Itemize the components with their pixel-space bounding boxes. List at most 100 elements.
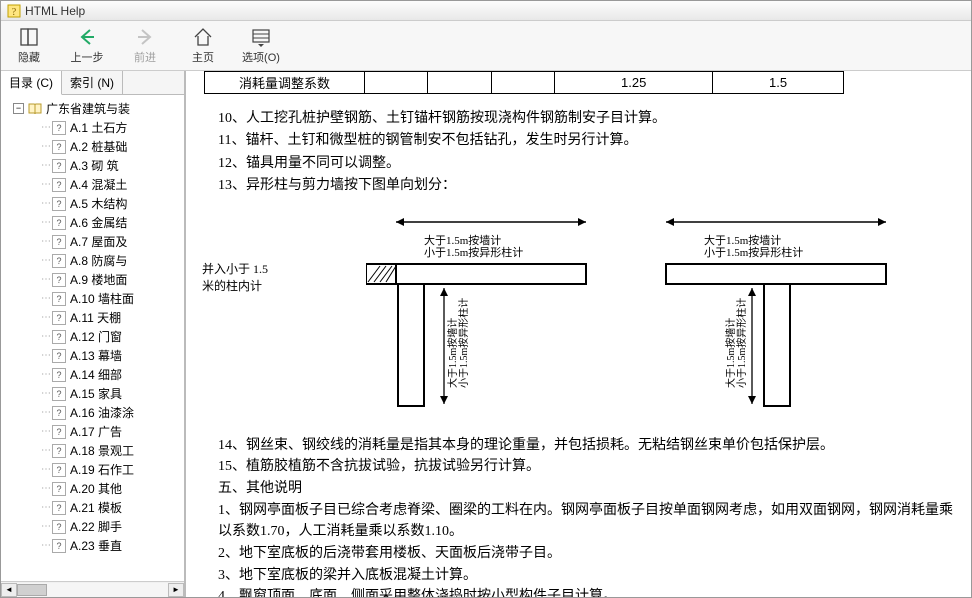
tree-item[interactable]: ⋯?A.17 广告: [41, 422, 182, 441]
tree-item-label: A.21 模板: [70, 499, 122, 516]
tree-item[interactable]: ⋯?A.4 混凝土: [41, 175, 182, 194]
tree-item[interactable]: ⋯?A.7 屋面及: [41, 232, 182, 251]
tree-item-label: A.18 景观工: [70, 442, 134, 459]
note-line: 12、锚具用量不同可以调整。: [218, 153, 961, 175]
page-icon: ?: [52, 501, 66, 515]
tree-root-label: 广东省建筑与装: [46, 100, 130, 117]
tree-item-label: A.10 墙柱面: [70, 290, 134, 307]
page-icon: ?: [52, 159, 66, 173]
notes-top: 10、人工挖孔桩护壁钢筋、土钉锚杆钢筋按现浇构件钢筋制安子目计算。 11、锚杆、…: [218, 108, 961, 198]
tree-item[interactable]: ⋯?A.5 木结构: [41, 194, 182, 213]
scroll-left-arrow[interactable]: ◄: [1, 583, 17, 597]
tree-item[interactable]: ⋯?A.3 砌 筑: [41, 156, 182, 175]
notes-bottom: 14、钢丝束、钢绞线的消耗量是指其本身的理论重量，并包括损耗。无粘结钢丝束单价包…: [218, 435, 961, 597]
note-line: 五、其他说明: [218, 478, 961, 500]
adjustment-table: 消耗量调整系数 1.25 1.5: [204, 71, 844, 94]
table-cell: [365, 72, 428, 94]
content-pane[interactable]: 消耗量调整系数 1.25 1.5 10、人工挖孔桩护壁钢筋、土钉锚杆钢筋按现浇构…: [186, 71, 971, 597]
tree-children: ⋯?A.1 土石方⋯?A.2 桩基础⋯?A.3 砌 筑⋯?A.4 混凝土⋯?A.…: [13, 118, 182, 555]
table-cell-label: 消耗量调整系数: [205, 72, 365, 94]
tree-item[interactable]: ⋯?A.6 金属结: [41, 213, 182, 232]
tree-item-label: A.1 土石方: [70, 119, 127, 136]
nav-hscrollbar[interactable]: ◄ ►: [1, 581, 184, 597]
tree-item[interactable]: ⋯?A.23 垂直: [41, 536, 182, 555]
tree-item[interactable]: ⋯?A.14 细部: [41, 365, 182, 384]
toolbar: 隐藏 上一步 前进 主页 选项(O): [1, 21, 971, 71]
tab-index[interactable]: 索引 (N): [62, 71, 123, 94]
tree-item[interactable]: ⋯?A.11 天棚: [41, 308, 182, 327]
table-cell: [428, 72, 491, 94]
diagram-row: 并入小于 1.5 米的柱内计 大于1.5m按墙计 小于1.5m按异形柱计: [196, 208, 961, 421]
options-label: 选项(O): [242, 49, 280, 65]
diag-side-l2: 小于1.5m按异形柱计: [457, 297, 470, 387]
tree-item-label: A.20 其他: [70, 480, 122, 497]
options-button[interactable]: 选项(O): [241, 26, 281, 65]
tree-item[interactable]: ⋯?A.18 景观工: [41, 441, 182, 460]
scroll-thumb[interactable]: [17, 584, 47, 596]
scroll-track[interactable]: [17, 583, 168, 597]
page-icon: ?: [52, 444, 66, 458]
page-icon: ?: [52, 406, 66, 420]
tree-root-item[interactable]: − 广东省建筑与装: [13, 99, 182, 118]
page-icon: ?: [52, 368, 66, 382]
tree-item-label: A.4 混凝土: [70, 176, 127, 193]
page-icon: ?: [52, 273, 66, 287]
tree-item-label: A.6 金属结: [70, 214, 127, 231]
tree-item[interactable]: ⋯?A.2 桩基础: [41, 137, 182, 156]
app-window: ? HTML Help 隐藏 上一步 前进 主页: [0, 0, 972, 598]
forward-button: 前进: [125, 26, 165, 65]
page-icon: ?: [52, 311, 66, 325]
tree-item[interactable]: ⋯?A.9 楼地面: [41, 270, 182, 289]
diag2-side-l1: 大于1.5m按墙计: [724, 317, 737, 387]
page-icon: ?: [52, 292, 66, 306]
tree-item[interactable]: ⋯?A.13 幕墙: [41, 346, 182, 365]
back-button[interactable]: 上一步: [67, 26, 107, 65]
diag2-top-l2: 小于1.5m按异形柱计: [704, 245, 803, 259]
back-icon: [76, 26, 98, 48]
tree-item[interactable]: ⋯?A.22 脚手: [41, 517, 182, 536]
page-icon: ?: [52, 387, 66, 401]
expander-icon[interactable]: −: [13, 103, 24, 114]
note-line: 14、钢丝束、钢绞线的消耗量是指其本身的理论重量，并包括损耗。无粘结钢丝束单价包…: [218, 435, 961, 457]
note-line: 3、地下室底板的梁并入底板混凝土计算。: [218, 565, 961, 587]
page-icon: ?: [52, 482, 66, 496]
tree-item[interactable]: ⋯?A.1 土石方: [41, 118, 182, 137]
hide-button[interactable]: 隐藏: [9, 26, 49, 65]
page-icon: ?: [52, 520, 66, 534]
forward-icon: [134, 26, 156, 48]
page-icon: ?: [52, 539, 66, 553]
tree-item[interactable]: ⋯?A.21 模板: [41, 498, 182, 517]
tree-item-label: A.19 石作工: [70, 461, 134, 478]
titlebar-text: HTML Help: [25, 4, 85, 18]
tree-item[interactable]: ⋯?A.15 家具: [41, 384, 182, 403]
tree-item[interactable]: ⋯?A.19 石作工: [41, 460, 182, 479]
diagram-t-shape: 大于1.5m按墙计 小于1.5m按异形柱计 大于1.5m按墙计 小于1.5m按异…: [656, 208, 896, 421]
table-cell: 1.5: [713, 72, 844, 94]
tree-item-label: A.14 细部: [70, 366, 122, 383]
tree-item-label: A.5 木结构: [70, 195, 127, 212]
tree-item[interactable]: ⋯?A.16 油漆涂: [41, 403, 182, 422]
note-line: 13、异形柱与剪力墙按下图单向划分：: [218, 175, 961, 197]
hide-label: 隐藏: [18, 49, 40, 65]
hide-icon: [18, 26, 40, 48]
table-cell: [491, 72, 554, 94]
tab-contents[interactable]: 目录 (C): [1, 71, 62, 95]
tree-item[interactable]: ⋯?A.10 墙柱面: [41, 289, 182, 308]
tree-item[interactable]: ⋯?A.8 防腐与: [41, 251, 182, 270]
tree-item[interactable]: ⋯?A.20 其他: [41, 479, 182, 498]
tree-view[interactable]: − 广东省建筑与装 ⋯?A.1 土石方⋯?A.2 桩基础⋯?A.3 砌 筑⋯?A…: [1, 95, 184, 581]
tree-item-label: A.16 油漆涂: [70, 404, 134, 421]
table-row: 消耗量调整系数 1.25 1.5: [205, 72, 844, 94]
note-line: 4、飘窗顶面、底面、侧面采用整体浇捣时按小型构件子目计算。: [218, 586, 961, 597]
diagram-l-shape: 大于1.5m按墙计 小于1.5m按异形柱计: [366, 208, 596, 421]
scroll-right-arrow[interactable]: ►: [168, 583, 184, 597]
page-icon: ?: [52, 254, 66, 268]
page-icon: ?: [52, 349, 66, 363]
note-line: 1、钢网亭面板子目已综合考虑脊梁、圈梁的工料在内。钢网亭面板子目按单面钢网考虑，…: [218, 500, 961, 543]
tree-item[interactable]: ⋯?A.12 门窗: [41, 327, 182, 346]
forward-label: 前进: [134, 49, 156, 65]
home-icon: [192, 26, 214, 48]
note-line: 11、锚杆、土钉和微型桩的钢管制安不包括钻孔，发生时另行计算。: [218, 130, 961, 152]
tree-item-label: A.7 屋面及: [70, 233, 127, 250]
home-button[interactable]: 主页: [183, 26, 223, 65]
